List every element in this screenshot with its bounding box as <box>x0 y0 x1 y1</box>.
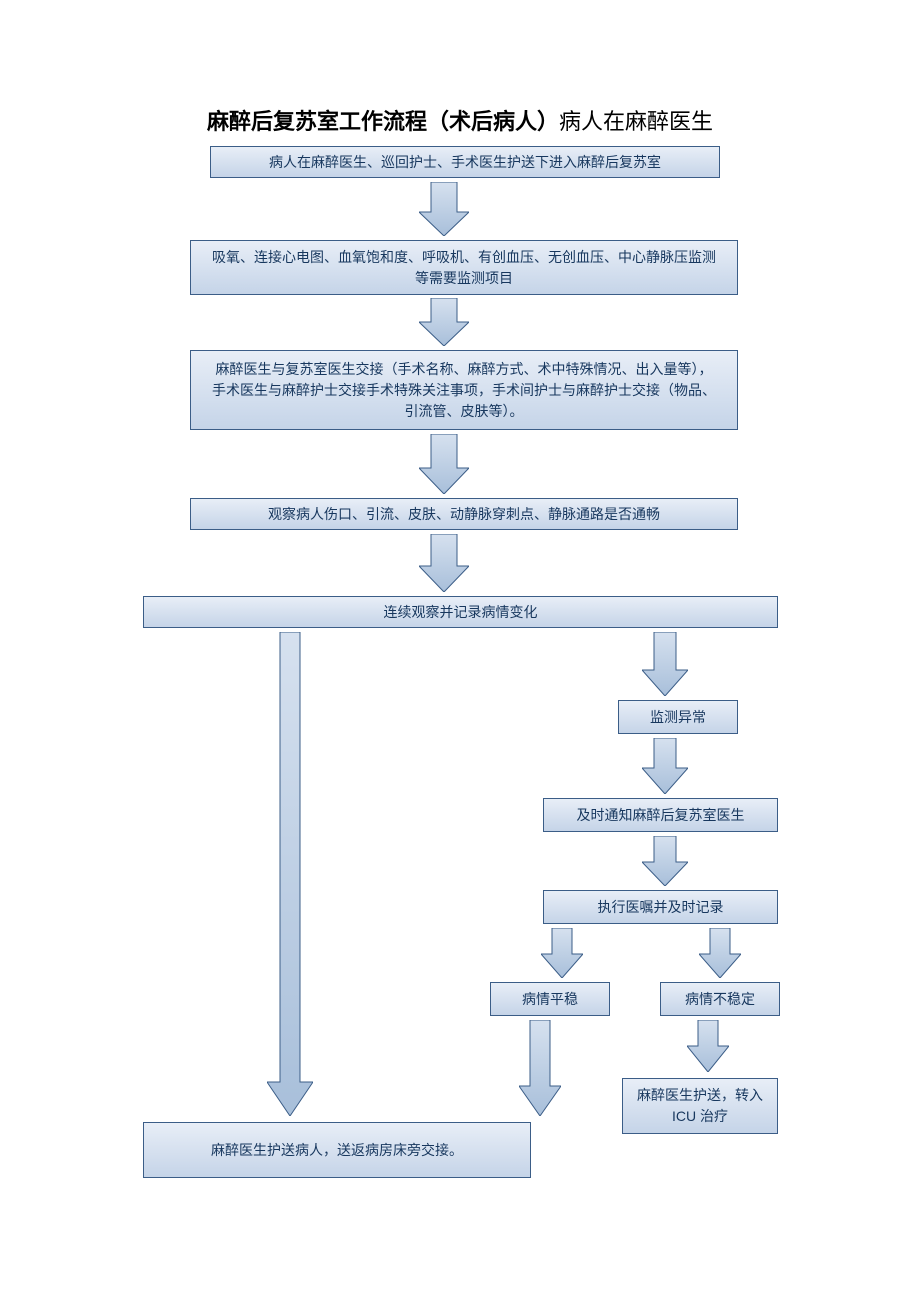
flowchart-node-n1: 病人在麻醉医生、巡回护士、手术医生护送下进入麻醉后复苏室 <box>210 146 720 178</box>
flowchart-node-n8: 执行医嘱并及时记录 <box>543 890 778 924</box>
node-text: 吸氧、连接心电图、血氧饱和度、呼吸机、有创血压、无创血压、中心静脉压监测等需要监… <box>211 247 717 289</box>
node-text: 执行医嘱并及时记录 <box>598 897 724 918</box>
down-arrow-a5 <box>267 632 313 1116</box>
down-arrow-a12 <box>687 1020 729 1072</box>
flowchart-node-n3: 麻醉医生与复苏室医生交接（手术名称、麻醉方式、术中特殊情况、出入量等），手术医生… <box>190 350 738 430</box>
down-arrow-a3 <box>419 434 469 494</box>
flowchart-node-n12: 麻醉医生护送，转入 ICU 治疗 <box>622 1078 778 1134</box>
node-text: 病情平稳 <box>522 989 578 1010</box>
flowchart-node-n5: 连续观察并记录病情变化 <box>143 596 778 628</box>
title-bold: 麻醉后复苏室工作流程（术后病人） <box>207 109 559 134</box>
node-text: 麻醉医生与复苏室医生交接（手术名称、麻醉方式、术中特殊情况、出入量等），手术医生… <box>211 359 717 422</box>
down-arrow-a1 <box>419 182 469 236</box>
down-arrow-a6 <box>642 632 688 696</box>
down-arrow-a8 <box>642 836 688 886</box>
down-arrow-a2 <box>419 298 469 346</box>
node-text: 病情不稳定 <box>685 989 755 1010</box>
flowchart-node-n9: 病情平稳 <box>490 982 610 1016</box>
flowchart-node-n6: 监测异常 <box>618 700 738 734</box>
flowchart-node-n11: 麻醉医生护送病人，送返病房床旁交接。 <box>143 1122 531 1178</box>
node-text: 连续观察并记录病情变化 <box>384 602 538 623</box>
down-arrow-a11 <box>519 1020 561 1116</box>
node-text: 病人在麻醉医生、巡回护士、手术医生护送下进入麻醉后复苏室 <box>269 152 661 173</box>
flowchart-node-n4: 观察病人伤口、引流、皮肤、动静脉穿刺点、静脉通路是否通畅 <box>190 498 738 530</box>
flowchart-node-n7: 及时通知麻醉后复苏室医生 <box>543 798 778 832</box>
node-text: 麻醉医生护送病人，送返病房床旁交接。 <box>211 1140 463 1161</box>
down-arrow-a4 <box>419 534 469 592</box>
flowchart-node-n10: 病情不稳定 <box>660 982 780 1016</box>
down-arrow-a7 <box>642 738 688 794</box>
title-plain: 病人在麻醉医生 <box>559 109 713 134</box>
down-arrow-a9 <box>541 928 583 978</box>
node-text: 观察病人伤口、引流、皮肤、动静脉穿刺点、静脉通路是否通畅 <box>268 504 660 525</box>
node-text: 监测异常 <box>650 707 706 728</box>
node-text: 及时通知麻醉后复苏室医生 <box>577 805 745 826</box>
page-title: 麻醉后复苏室工作流程（术后病人）病人在麻醉医生 <box>0 104 920 136</box>
down-arrow-a10 <box>699 928 741 978</box>
flowchart-node-n2: 吸氧、连接心电图、血氧饱和度、呼吸机、有创血压、无创血压、中心静脉压监测等需要监… <box>190 240 738 295</box>
node-text: 麻醉医生护送，转入 ICU 治疗 <box>635 1085 765 1127</box>
flowchart-page: 麻醉后复苏室工作流程（术后病人）病人在麻醉医生 病人在麻醉医生、巡回护士、手术医… <box>0 0 920 1302</box>
